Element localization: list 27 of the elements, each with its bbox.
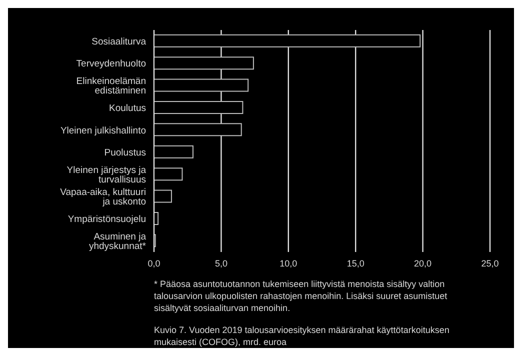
x-tick-label: 10,0 (280, 258, 298, 268)
y-tick-label: Yleinen julkishallinto (60, 125, 146, 136)
y-tick-label: Terveydenhuolto (76, 58, 146, 70)
y-tick-label: Ympäristönsuojelu (68, 214, 146, 226)
bar (154, 34, 421, 48)
x-tick-label: 20,0 (414, 258, 432, 268)
bar (154, 56, 254, 70)
x-tick-label: 25,0 (481, 258, 499, 268)
bar (154, 145, 194, 158)
y-tick-label: Sosiaaliturva (92, 36, 147, 48)
bar (154, 212, 159, 225)
bar (154, 123, 242, 136)
x-tick-label: 0,0 (148, 258, 160, 268)
y-tick-label: Puolustus (104, 147, 146, 158)
bar (154, 168, 183, 181)
bar (154, 190, 172, 203)
y-tick-label: Elinkeinoelämän edistäminen (76, 76, 146, 97)
text: Kuvio 7. Vuoden 2019 talousarvioesityksen määrärahat käyttötarkoituksen mukaisesti (COFOG), mrd. euroa (154, 324, 450, 348)
x-tick-label: 15,0 (346, 258, 364, 268)
y-tick-label: Yleinen järjestys ja turvallisuus (66, 164, 147, 186)
bar (154, 100, 244, 114)
bar (154, 78, 249, 92)
y-tick-label: Vapaa-aika, kulttuuri ja uskonto (60, 187, 146, 208)
text: * Pääosa asuntotuotannon tukemiseen liittyvistä menoista sisältyy valtion talousarvion ulkopuolisten rahastojen menoihin. Lisäksi suuret asumistuet sisältyvät sosiaaliturvan menoihin. (154, 278, 448, 314)
y-tick-label: Asuminen ja yhdyskunnat* (88, 232, 147, 252)
y-tick-label: Koulutus (109, 103, 146, 114)
x-tick-label: 5,0 (214, 258, 228, 268)
